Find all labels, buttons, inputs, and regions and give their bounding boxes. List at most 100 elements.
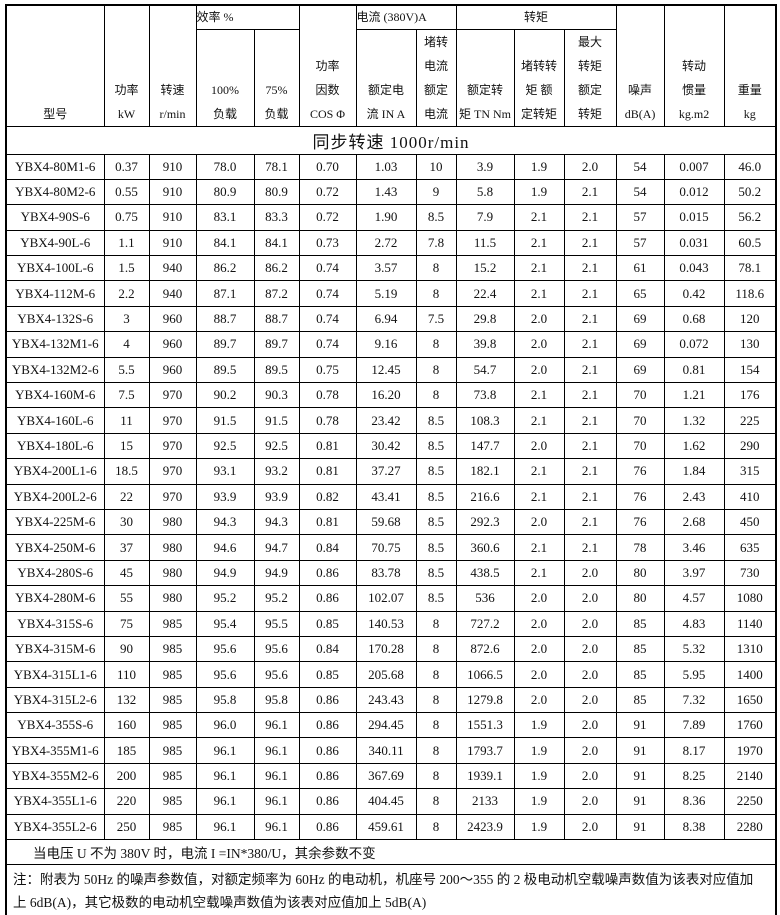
cell-inertia_kgm2: 5.32	[663, 635, 725, 663]
noise-note-line2: 上 6dB(A)，其它极数的电动机空载噪声数值为该表对应值加上 5dB(A)	[13, 895, 427, 911]
cell-locked_current_ratio: 8	[415, 762, 457, 790]
cell-noise_db: 76	[615, 508, 665, 536]
cell-rated_torque: 536	[455, 585, 515, 612]
cell-max_torque_ratio: 2.0	[563, 585, 617, 612]
cell-max_torque_ratio: 2.1	[563, 356, 617, 384]
cell-eff_75: 87.2	[253, 280, 300, 307]
cell-weight_kg: 176	[723, 382, 777, 409]
cell-power_kw: 15	[103, 432, 150, 460]
cell-rated_torque: 147.7	[455, 432, 515, 460]
cell-locked_current_ratio: 8	[415, 686, 457, 714]
cell-locked_torque_ratio: 2.1	[513, 382, 565, 409]
cell-max_torque_ratio: 2.0	[563, 661, 617, 688]
cell-max_torque_ratio: 2.1	[563, 255, 617, 282]
cell-inertia_kgm2: 0.072	[663, 331, 725, 358]
cell-noise_db: 76	[615, 458, 665, 485]
cell-inertia_kgm2: 2.43	[663, 483, 725, 510]
cell-eff_100: 78.0	[195, 153, 255, 180]
cell-noise_db: 70	[615, 407, 665, 434]
cell-max_torque_ratio: 2.1	[563, 204, 617, 231]
table-row: YBX4-280S-6 45 980 94.9 94.9 0.86 83.78 8.5 438.…	[5, 559, 777, 587]
cell-weight_kg: 118.6	[723, 280, 777, 307]
cell-inertia_kgm2: 0.007	[663, 153, 725, 180]
cell-weight_kg: 635	[723, 534, 777, 561]
cell-eff_75: 95.5	[253, 610, 300, 637]
cell-cos_phi: 0.85	[298, 661, 357, 688]
cell-max_torque_ratio: 2.1	[563, 458, 617, 485]
cell-noise_db: 85	[615, 635, 665, 663]
voltage-note-row: 当电压 U 不为 380V 时，电流 I =IN*380/U，其余参数不变	[5, 839, 777, 866]
cell-eff_100: 83.1	[195, 204, 255, 231]
cell-inertia_kgm2: 1.62	[663, 432, 725, 460]
cell-rated_current: 404.45	[355, 788, 417, 815]
cell-power_kw: 185	[103, 737, 150, 764]
cell-max_torque_ratio: 2.0	[563, 813, 617, 841]
cell-locked_torque_ratio: 2.0	[513, 635, 565, 663]
cell-locked_torque_ratio: 2.0	[513, 585, 565, 612]
cell-locked_current_ratio: 8.5	[415, 458, 457, 485]
cell-max_torque_ratio: 2.1	[563, 534, 617, 561]
cell-power_kw: 1.5	[103, 255, 150, 282]
cell-rated_torque: 11.5	[455, 229, 515, 257]
cell-eff_100: 80.9	[195, 178, 255, 206]
header-power-factor: 功率 因数 COS Φ	[298, 4, 357, 127]
cell-inertia_kgm2: 4.57	[663, 585, 725, 612]
cell-locked_torque_ratio: 1.9	[513, 762, 565, 790]
cell-max_torque_ratio: 2.1	[563, 407, 617, 434]
cell-locked_current_ratio: 8.5	[415, 483, 457, 510]
cell-noise_db: 61	[615, 255, 665, 282]
cell-max_torque_ratio: 2.0	[563, 153, 617, 180]
table-row: YBX4-132M1-6 4 960 89.7 89.7 0.74 9.16 8 39.8 2.0…	[5, 331, 777, 358]
cell-speed_rpm: 985	[148, 712, 197, 739]
cell-speed_rpm: 985	[148, 813, 197, 841]
cell-max_torque_ratio: 2.1	[563, 483, 617, 510]
header-row-groups: 型号 功率 kW 转速 r/min 效率 % 功率 因数 COS Φ 电流 (3…	[5, 4, 777, 127]
cell-rated_current: 205.68	[355, 661, 417, 688]
cell-power_kw: 110	[103, 661, 150, 688]
cell-weight_kg: 1080	[723, 585, 777, 612]
table-row: YBX4-315L2-6 132 985 95.8 95.8 0.86 243.43 8 127…	[5, 686, 777, 714]
cell-weight_kg: 2250	[723, 788, 777, 815]
cell-rated_torque: 1793.7	[455, 737, 515, 764]
cell-eff_75: 92.5	[253, 432, 300, 460]
cell-rated_torque: 22.4	[455, 280, 515, 307]
table-row: YBX4-200L2-6 22 970 93.9 93.9 0.82 43.41 8.5 216…	[5, 483, 777, 510]
cell-rated_torque: 73.8	[455, 382, 515, 409]
cell-eff_75: 95.8	[253, 686, 300, 714]
cell-rated_torque: 292.3	[455, 508, 515, 536]
cell-rated_torque: 1939.1	[455, 762, 515, 790]
cell-max_torque_ratio: 2.0	[563, 686, 617, 714]
cell-speed_rpm: 970	[148, 382, 197, 409]
header-model: 型号	[5, 4, 105, 127]
cell-eff_100: 94.9	[195, 559, 255, 587]
cell-locked_current_ratio: 8.5	[415, 508, 457, 536]
cell-rated_current: 367.69	[355, 762, 417, 790]
cell-rated_current: 70.75	[355, 534, 417, 561]
cell-weight_kg: 56.2	[723, 204, 777, 231]
cell-eff_75: 80.9	[253, 178, 300, 206]
cell-power_kw: 160	[103, 712, 150, 739]
cell-noise_db: 54	[615, 178, 665, 206]
cell-rated_torque: 182.1	[455, 458, 515, 485]
cell-power_kw: 250	[103, 813, 150, 841]
cell-rated_torque: 5.8	[455, 178, 515, 206]
cell-model: YBX4-132M2-6	[5, 356, 105, 384]
cell-weight_kg: 78.1	[723, 255, 777, 282]
cell-locked_current_ratio: 8.5	[415, 432, 457, 460]
cell-locked_torque_ratio: 2.1	[513, 559, 565, 587]
cell-eff_75: 88.7	[253, 305, 300, 333]
cell-rated_torque: 39.8	[455, 331, 515, 358]
cell-rated_current: 12.45	[355, 356, 417, 384]
cell-locked_current_ratio: 8	[415, 382, 457, 409]
cell-rated_current: 3.57	[355, 255, 417, 282]
cell-model: YBX4-355M1-6	[5, 737, 105, 764]
cell-power_kw: 90	[103, 635, 150, 663]
cell-power_kw: 45	[103, 559, 150, 587]
cell-noise_db: 91	[615, 762, 665, 790]
cell-speed_rpm: 910	[148, 204, 197, 231]
cell-eff_100: 95.6	[195, 635, 255, 663]
cell-model: YBX4-355S-6	[5, 712, 105, 739]
cell-inertia_kgm2: 7.32	[663, 686, 725, 714]
table-row: YBX4-355S-6 160 985 96.0 96.1 0.86 294.45 8 1551…	[5, 712, 777, 739]
cell-speed_rpm: 985	[148, 737, 197, 764]
